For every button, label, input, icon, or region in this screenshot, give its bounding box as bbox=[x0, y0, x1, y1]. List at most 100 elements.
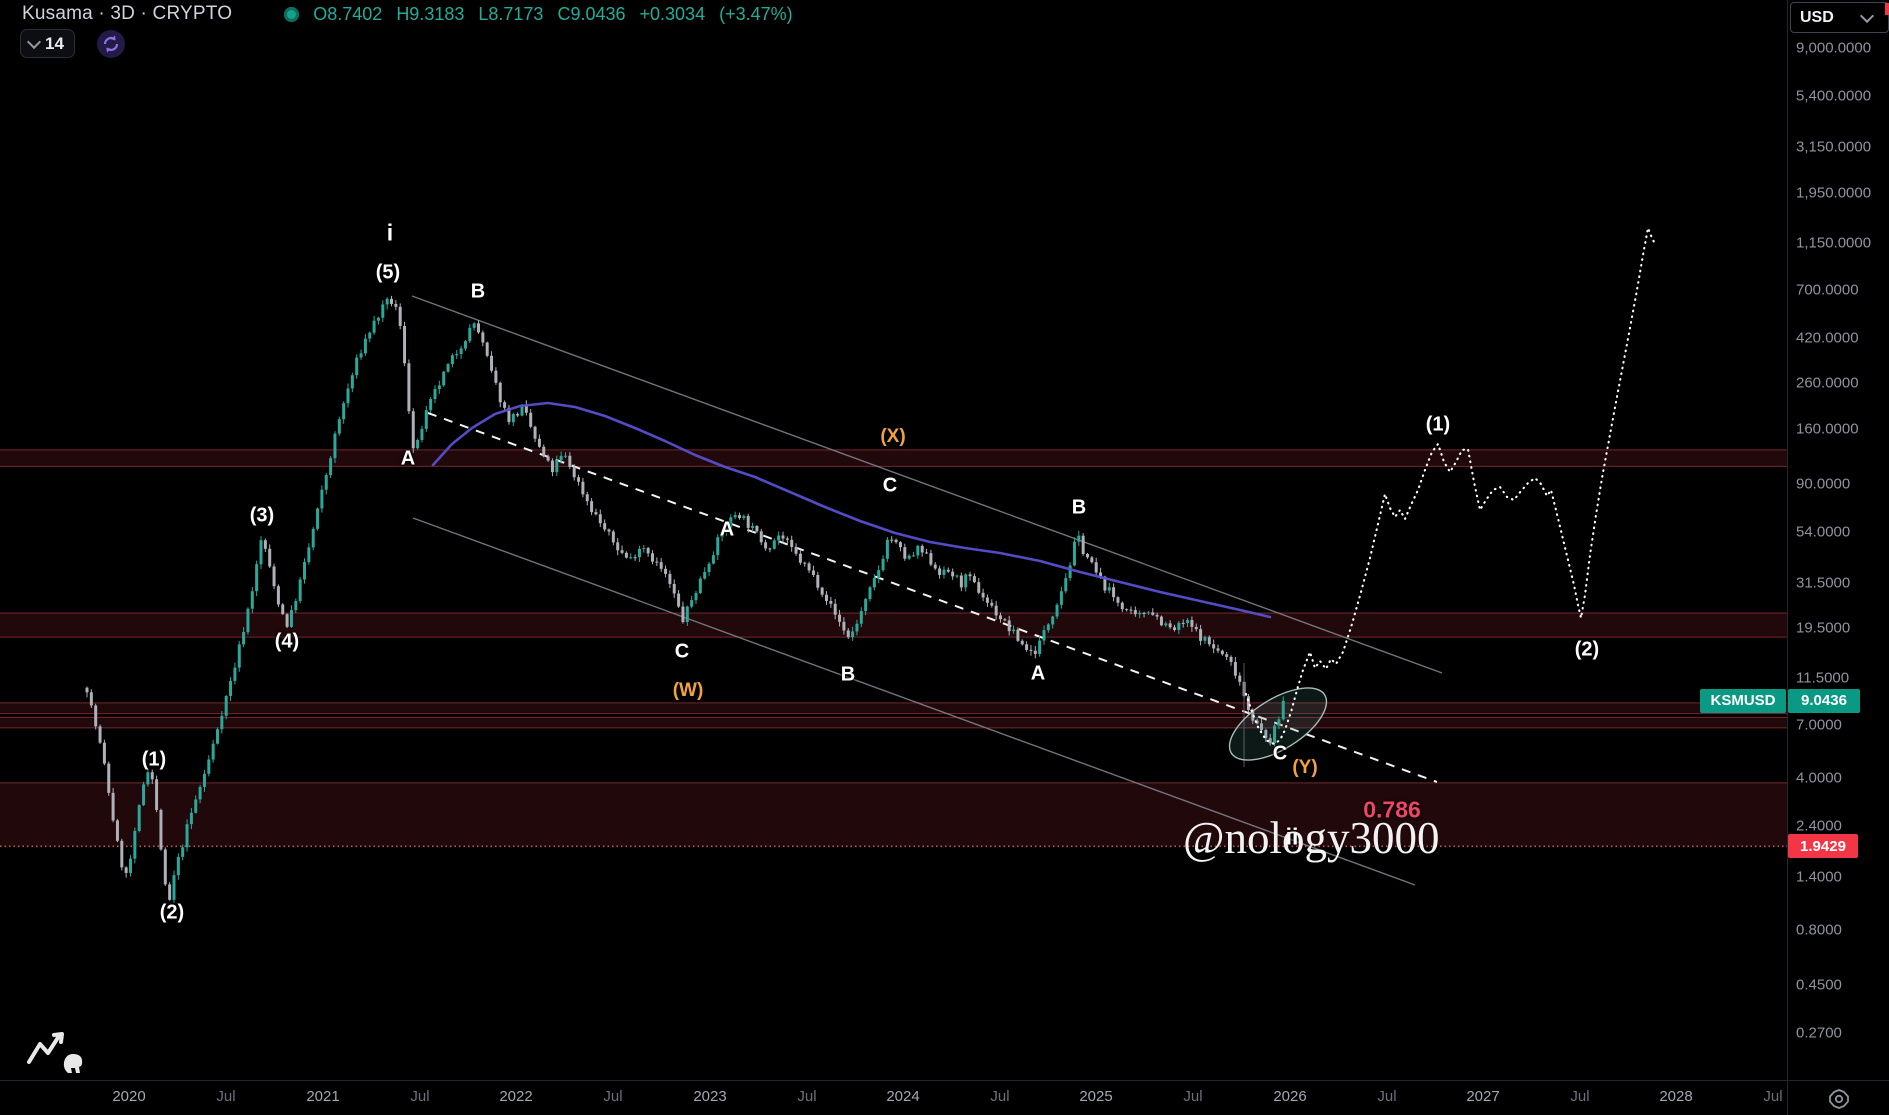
time-tick-month: Jul bbox=[1183, 1088, 1203, 1105]
candlestick-series bbox=[85, 295, 1285, 903]
time-tick-month: Jul bbox=[990, 1088, 1010, 1105]
time-tick-year: 2027 bbox=[1466, 1088, 1500, 1105]
ma-line[interactable] bbox=[431, 401, 1272, 619]
time-tick-month: Jul bbox=[1377, 1088, 1397, 1105]
price-tick: 260.0000 bbox=[1796, 374, 1859, 392]
price-zones bbox=[0, 449, 1787, 847]
price-tick: 420.0000 bbox=[1796, 329, 1859, 347]
time-tick-month: Jul bbox=[410, 1088, 430, 1105]
ohlc-high: H9.3183 bbox=[396, 3, 465, 24]
level-price-badge: 1.9429 bbox=[1788, 834, 1858, 859]
ohlc-change: +0.3034 bbox=[639, 3, 706, 24]
chart-toolbar: 14 bbox=[20, 29, 125, 58]
price-tick: 1.4000 bbox=[1796, 868, 1842, 886]
time-tick-month: Jul bbox=[216, 1088, 236, 1105]
axis-settings-corner[interactable] bbox=[1787, 1080, 1889, 1115]
wave-label-2: (2) bbox=[159, 901, 185, 924]
price-tick: 2.4000 bbox=[1796, 817, 1842, 835]
live-status-icon bbox=[284, 6, 300, 22]
price-tick: 160.0000 bbox=[1796, 420, 1859, 438]
wave-label-B: B bbox=[840, 663, 856, 686]
time-tick-year: 2028 bbox=[1659, 1088, 1693, 1105]
wave-label-A: A bbox=[719, 518, 735, 541]
price-tick: 0.4500 bbox=[1796, 976, 1842, 994]
wave-label-4: (4) bbox=[274, 630, 300, 653]
price-tick: 0.8000 bbox=[1796, 921, 1842, 939]
wave-label-C: C bbox=[1272, 742, 1288, 765]
time-tick-month: Jul bbox=[1570, 1088, 1590, 1105]
time-tick-year: 2022 bbox=[499, 1088, 533, 1105]
wave-label-B: B bbox=[1071, 496, 1087, 519]
price-tick: 5,400.0000 bbox=[1796, 87, 1872, 105]
time-tick-year: 2026 bbox=[1273, 1088, 1307, 1105]
price-tick: 9,000.0000 bbox=[1796, 39, 1872, 57]
price-tick: 11.5000 bbox=[1796, 669, 1850, 687]
chevron-down-icon bbox=[26, 34, 42, 49]
symbol-price-label: KSMUSD bbox=[1700, 688, 1786, 713]
projection-path[interactable] bbox=[1244, 226, 1658, 746]
price-tick: 90.0000 bbox=[1796, 475, 1851, 493]
currency-selector[interactable]: USD bbox=[1790, 2, 1889, 33]
price-tick: 700.0000 bbox=[1796, 281, 1859, 299]
wave-label-C: C bbox=[882, 474, 898, 497]
price-axis[interactable]: USD 9,000.0000 5,400.0000 3,150.0000 1,950.… bbox=[1787, 0, 1889, 1080]
refresh-button[interactable] bbox=[96, 29, 125, 58]
currency-label: USD bbox=[1800, 8, 1834, 26]
ohlc-low: L8.7173 bbox=[478, 3, 544, 24]
wave-label-X: (X) bbox=[880, 426, 906, 447]
price-tick: 0.2700 bbox=[1796, 1024, 1842, 1042]
price-tick: 19.5000 bbox=[1796, 619, 1851, 637]
time-tick-year: 2020 bbox=[112, 1088, 146, 1105]
wave-label-A: A bbox=[400, 447, 416, 470]
wave-label-3: (3) bbox=[249, 504, 275, 527]
price-tick: 1,150.0000 bbox=[1796, 234, 1872, 252]
price-tick: 54.0000 bbox=[1796, 523, 1851, 541]
last-price-badge: 9.0436 bbox=[1788, 688, 1860, 713]
wave-label-C: C bbox=[674, 640, 690, 663]
wave-label-B: B bbox=[470, 280, 486, 303]
tradingview-logo[interactable] bbox=[26, 1028, 86, 1083]
ohlc-readout: O8.7402 H9.3183 L8.7173 C9.0436 +0.3034 … bbox=[313, 4, 792, 25]
ohlc-close: C9.0436 bbox=[557, 3, 626, 24]
wave-label-W: (W) bbox=[672, 680, 704, 701]
trendline-lower-channel[interactable] bbox=[412, 517, 1416, 886]
time-tick-year: 2025 bbox=[1079, 1088, 1113, 1105]
time-axis[interactable]: 2020 Jul 2021 Jul 2022 Jul 2023 Jul 2024 Jul 2025 J… bbox=[0, 1080, 1889, 1115]
wave-label-5: (5) bbox=[375, 261, 401, 284]
wave-label-i: i bbox=[386, 219, 394, 246]
chevron-down-icon bbox=[1859, 8, 1874, 23]
time-tick-year: 2021 bbox=[306, 1088, 340, 1105]
price-tick: 3,150.0000 bbox=[1796, 138, 1872, 156]
target-ellipse[interactable] bbox=[1218, 674, 1338, 775]
chart-legend: Kusama · 3D · CRYPTO O8.7402 H9.3183 L8.… bbox=[22, 2, 793, 26]
interval-button[interactable]: 14 bbox=[20, 29, 75, 58]
refresh-icon bbox=[103, 35, 119, 52]
time-tick-month: Jul bbox=[603, 1088, 623, 1105]
wave-label-0.786: 0.786 bbox=[1363, 796, 1421, 823]
time-tick-month: Jul bbox=[1763, 1088, 1783, 1105]
wave-label-A: A bbox=[1030, 662, 1046, 685]
interval-value: 14 bbox=[45, 33, 64, 53]
tradingview-logo-icon bbox=[27, 1032, 83, 1073]
trendline-upper-channel[interactable] bbox=[411, 295, 1443, 674]
price-tick: 1,950.0000 bbox=[1796, 184, 1872, 202]
symbol-title[interactable]: Kusama · 3D · CRYPTO bbox=[22, 3, 233, 24]
gear-icon bbox=[1829, 1088, 1849, 1109]
zone-zone-6.8-7.6 bbox=[0, 717, 1787, 728]
zone-resistance-108-128 bbox=[0, 449, 1787, 467]
time-tick-year: 2024 bbox=[886, 1088, 920, 1105]
zone-zone-7.9-8.85 bbox=[0, 702, 1787, 714]
price-tick: 7.0000 bbox=[1796, 716, 1842, 734]
ohlc-change-pct: (+3.47%) bbox=[719, 3, 793, 24]
ohlc-open: O8.7402 bbox=[313, 3, 383, 24]
price-tick: 4.0000 bbox=[1796, 769, 1842, 787]
wave-label-ii: ii bbox=[1285, 823, 1299, 850]
wave-label-Y: (Y) bbox=[1292, 757, 1318, 778]
time-tick-year: 2023 bbox=[693, 1088, 727, 1105]
author-watermark: @nology3000 bbox=[1183, 813, 1440, 863]
time-tick-month: Jul bbox=[797, 1088, 817, 1105]
wave-label-1: (1) bbox=[1425, 413, 1451, 436]
wave-label-1: (1) bbox=[141, 748, 167, 771]
